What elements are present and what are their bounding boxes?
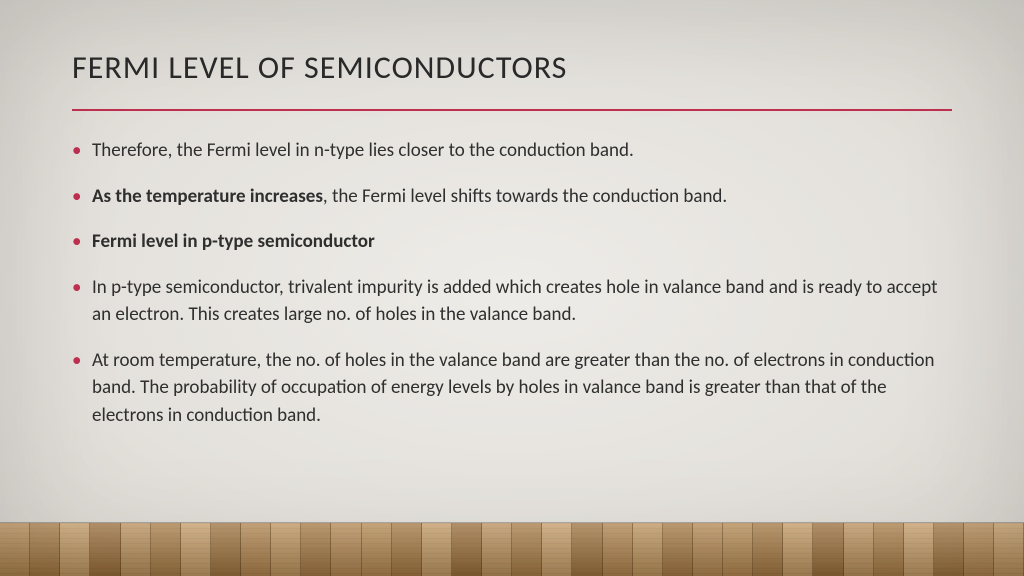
floor-plank bbox=[362, 523, 392, 576]
floor-plank bbox=[994, 523, 1024, 576]
bullet-text-run: As the temperature increases bbox=[92, 185, 323, 208]
floor-plank bbox=[392, 523, 422, 576]
floor-plank bbox=[452, 523, 482, 576]
floor-plank bbox=[211, 523, 241, 576]
floor-plank bbox=[603, 523, 633, 576]
floor-plank bbox=[572, 523, 602, 576]
slide-content: FERMI LEVEL OF SEMICONDUCTORS Therefore,… bbox=[0, 0, 1024, 447]
bullet-list: Therefore, the Fermi level in n-type lie… bbox=[72, 137, 952, 429]
floor-plank bbox=[783, 523, 813, 576]
floor-plank bbox=[904, 523, 934, 576]
floor-plank bbox=[30, 523, 60, 576]
wood-floor bbox=[0, 522, 1024, 576]
floor-plank bbox=[844, 523, 874, 576]
bullet-text-run: , the Fermi level shifts towards the con… bbox=[323, 185, 727, 208]
bullet-item: At room temperature, the no. of holes in… bbox=[72, 347, 952, 430]
floor-plank bbox=[181, 523, 211, 576]
floor-plank bbox=[0, 523, 30, 576]
bullet-text-run: In p-type semiconductor, trivalent impur… bbox=[92, 276, 937, 327]
floor-plank bbox=[542, 523, 572, 576]
bullet-text-run: Fermi level in p-type semiconductor bbox=[92, 230, 375, 253]
bullet-item: Fermi level in p-type semiconductor bbox=[72, 228, 952, 256]
bullet-text-run: Therefore, the Fermi level in n-type lie… bbox=[92, 139, 634, 162]
floor-plank bbox=[633, 523, 663, 576]
floor-plank bbox=[151, 523, 181, 576]
floor-plank bbox=[331, 523, 361, 576]
bullet-item: As the temperature increases, the Fermi … bbox=[72, 183, 952, 211]
bullet-item: In p-type semiconductor, trivalent impur… bbox=[72, 274, 952, 329]
floor-plank bbox=[512, 523, 542, 576]
floor-plank bbox=[693, 523, 723, 576]
floor-plank bbox=[482, 523, 512, 576]
floor-plank bbox=[753, 523, 783, 576]
bullet-text-run: At room temperature, the no. of holes in… bbox=[92, 349, 934, 427]
floor-plank bbox=[60, 523, 90, 576]
slide: FERMI LEVEL OF SEMICONDUCTORS Therefore,… bbox=[0, 0, 1024, 576]
floor-plank bbox=[874, 523, 904, 576]
slide-title: FERMI LEVEL OF SEMICONDUCTORS bbox=[72, 48, 952, 87]
floor-plank bbox=[813, 523, 843, 576]
floor-plank bbox=[90, 523, 120, 576]
floor-plank bbox=[934, 523, 964, 576]
floor-plank bbox=[241, 523, 271, 576]
floor-plank bbox=[663, 523, 693, 576]
floor-plank bbox=[422, 523, 452, 576]
floor-plank bbox=[301, 523, 331, 576]
floor-plank bbox=[723, 523, 753, 576]
floor-plank bbox=[271, 523, 301, 576]
bullet-item: Therefore, the Fermi level in n-type lie… bbox=[72, 137, 952, 165]
floor-plank bbox=[964, 523, 994, 576]
floor-plank bbox=[121, 523, 151, 576]
title-divider bbox=[72, 109, 952, 111]
